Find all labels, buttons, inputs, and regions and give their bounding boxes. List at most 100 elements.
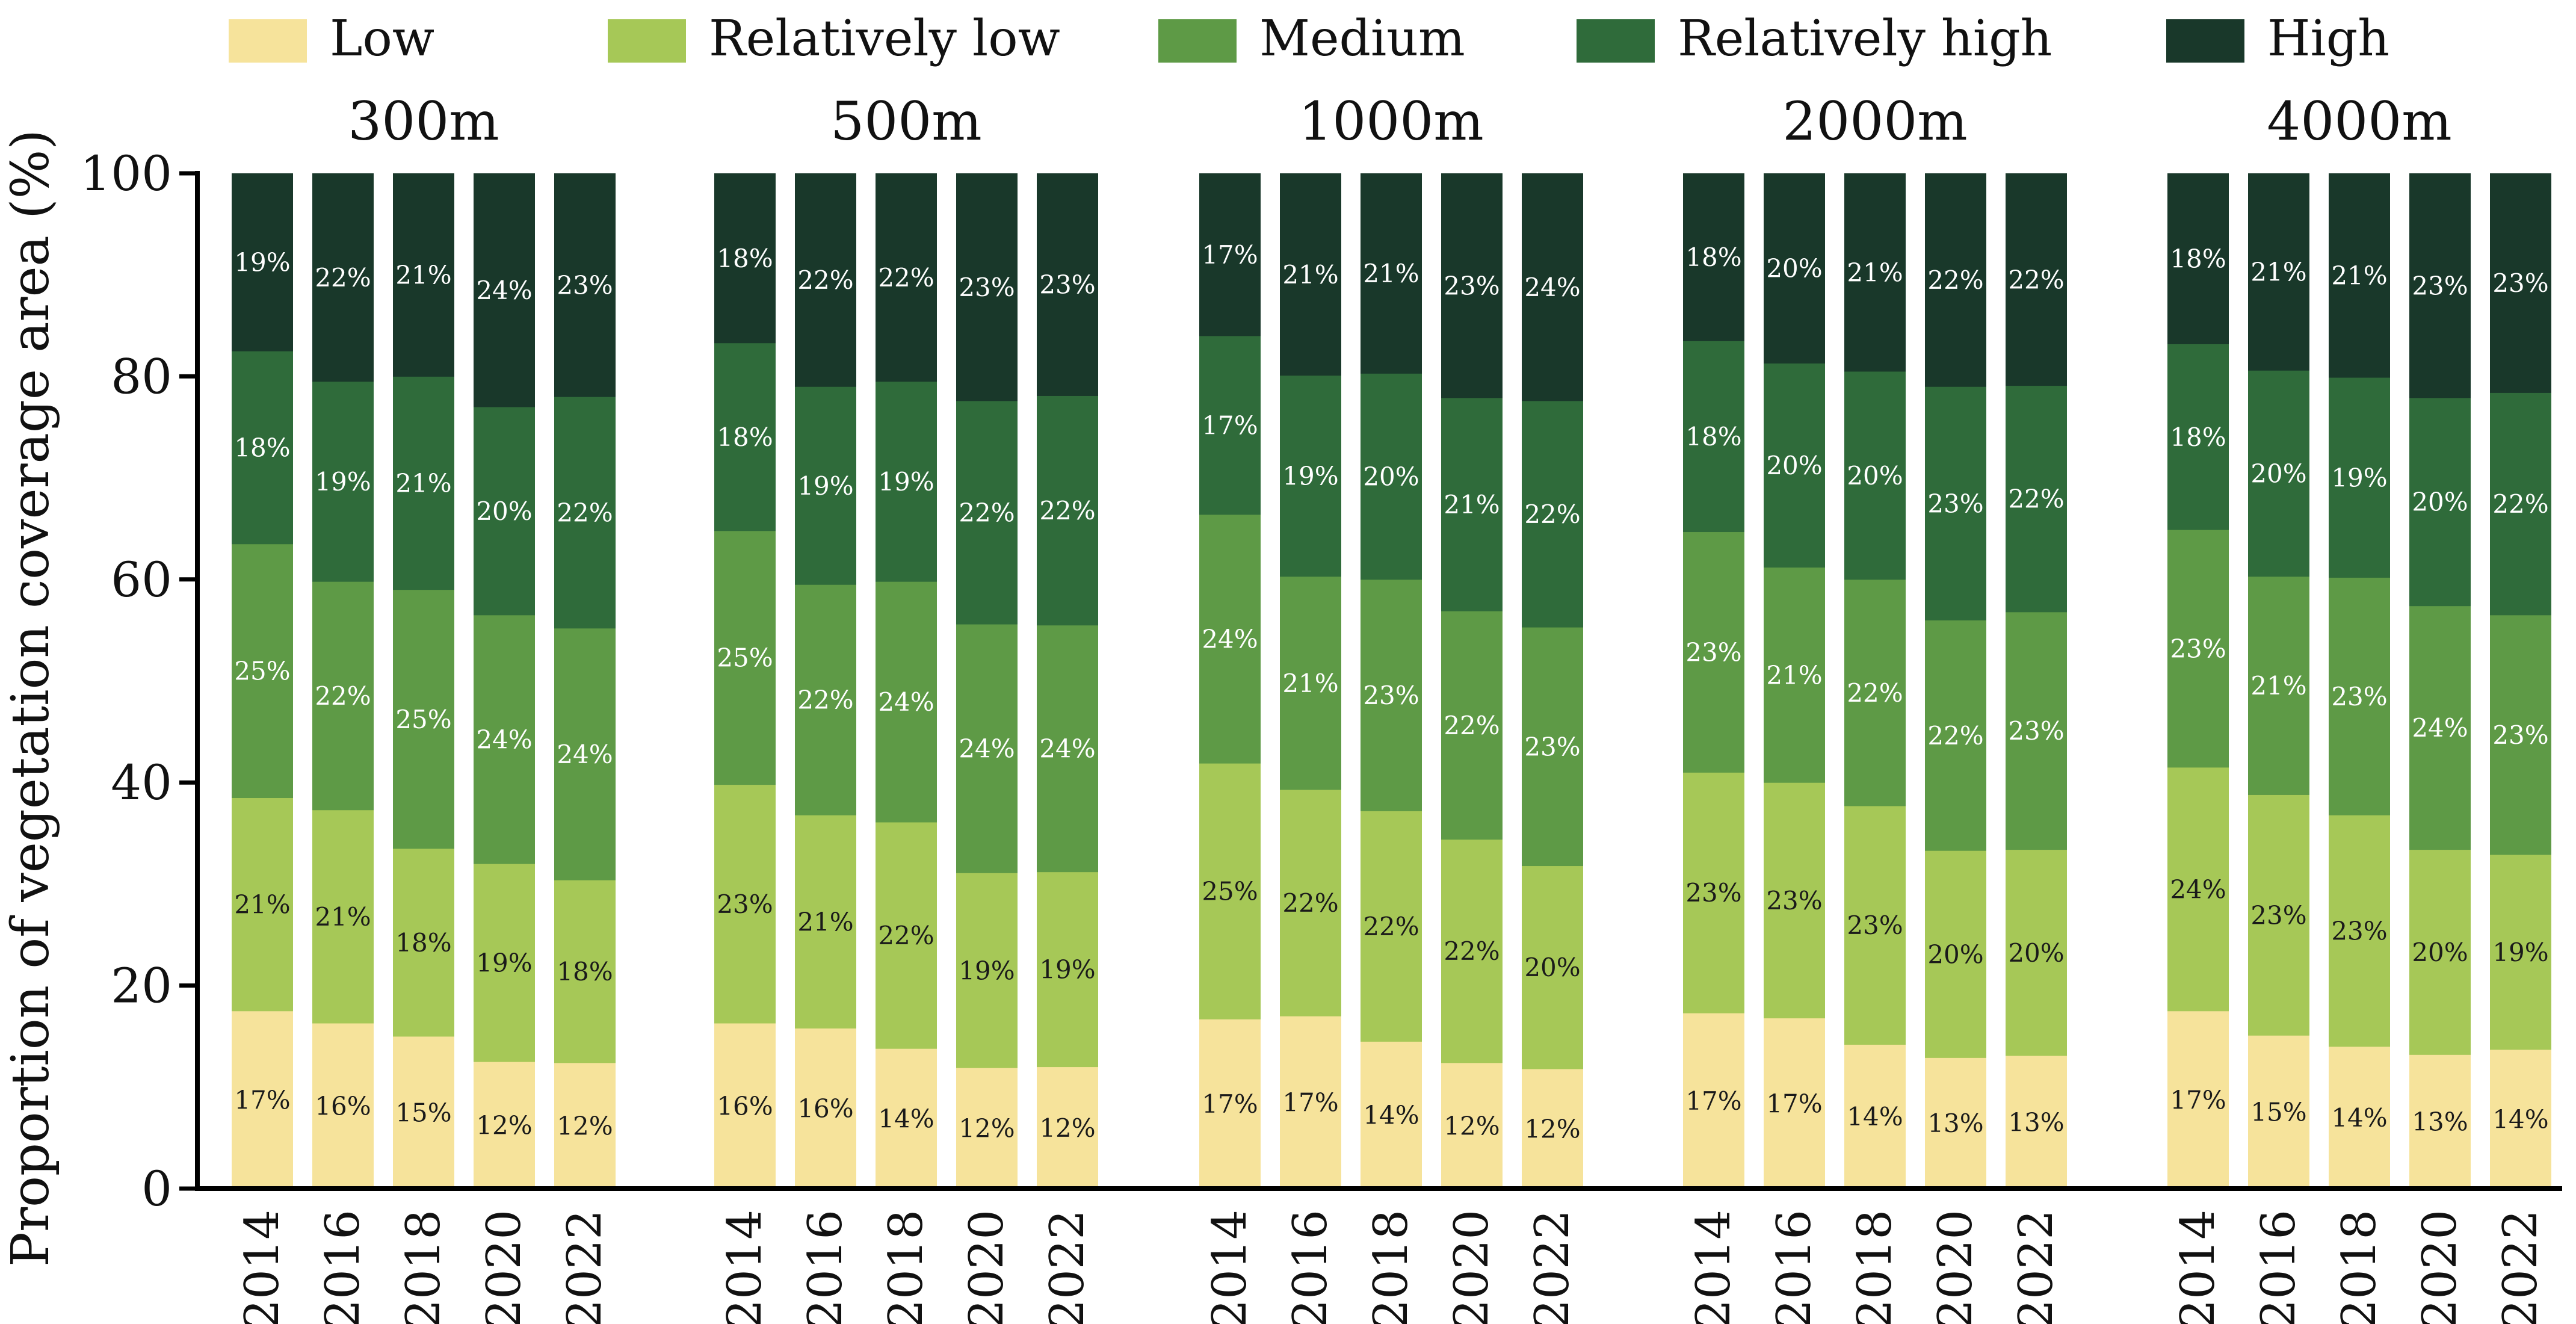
legend-label-high: High [2267,10,2389,67]
bar-label-300m-2022-medium: 24% [557,740,613,769]
x-tick-label-4000m-2016: 2016 [2252,1210,2306,1324]
bar-label-500m-2022-relatively-high: 22% [1039,496,1095,525]
panel-title-1000m: 1000m [1299,90,1483,152]
bar-label-2000m-2018-relatively-high: 20% [1847,461,1903,490]
bar-4000m-2022-relatively-high [2490,392,2551,616]
bar-1000m-2016-relatively-low [1280,790,1341,1016]
y-tick-label-80: 80 [111,348,172,404]
legend-swatch-relatively-low [608,19,686,63]
bar-label-500m-2018-relatively-low: 22% [878,921,934,950]
bar-4000m-2014-low [2167,1010,2229,1189]
bar-label-500m-2014-low: 16% [717,1092,773,1121]
bar-label-2000m-2014-high: 18% [1685,243,1741,272]
bar-4000m-2014-relatively-high [2167,344,2229,530]
bar-1000m-2018-low [1361,1041,1422,1189]
bar-label-2000m-2018-high: 21% [1847,258,1903,287]
bar-500m-2018-relatively-high [876,381,937,582]
bar-label-300m-2018-relatively-low: 18% [395,928,451,957]
bar-label-500m-2018-high: 22% [878,263,934,292]
bar-label-500m-2016-relatively-high: 19% [797,471,853,501]
bar-label-300m-2020-relatively-low: 19% [476,948,532,978]
bar-label-4000m-2022-relatively-low: 19% [2492,938,2548,967]
bar-label-2000m-2016-low: 17% [1766,1089,1822,1118]
bar-2000m-2020-medium [1925,620,1986,851]
bar-2000m-2016-high [1764,173,1825,363]
bar-4000m-2014-relatively-low [2167,767,2229,1012]
bar-500m-2018-low [876,1048,937,1189]
bar-4000m-2022-low [2490,1049,2551,1189]
bar-4000m-2016-high [2248,173,2309,371]
bar-label-1000m-2022-relatively-high: 22% [1524,500,1580,529]
x-tick-label-500m-2020: 2020 [960,1210,1014,1324]
bar-300m-2018-medium [393,589,454,849]
bar-label-1000m-2018-relatively-high: 20% [1363,462,1419,492]
bar-label-300m-2022-relatively-high: 22% [557,498,613,527]
bar-2000m-2020-relatively-low [1925,850,1986,1058]
bar-label-1000m-2020-low: 12% [1444,1111,1500,1140]
bar-label-4000m-2016-relatively-high: 20% [2250,459,2306,489]
bar-label-4000m-2022-low: 14% [2492,1104,2548,1134]
bar-1000m-2014-relatively-high [1199,335,1261,515]
bar-500m-2016-medium [795,584,856,815]
bar-label-4000m-2020-low: 13% [2412,1107,2468,1137]
bar-2000m-2014-relatively-low [1683,772,1744,1013]
bar-label-500m-2016-medium: 22% [797,685,853,715]
bar-label-2000m-2020-medium: 22% [1927,721,1983,750]
bar-2000m-2018-relatively-high [1844,371,1906,580]
bar-label-4000m-2016-high: 21% [2250,258,2306,287]
bar-4000m-2016-low [2248,1035,2309,1189]
bar-label-4000m-2014-relatively-high: 18% [2170,422,2226,452]
bar-label-4000m-2016-medium: 21% [2250,671,2306,701]
y-tick-label-20: 20 [111,958,172,1014]
bar-label-2000m-2016-relatively-low: 23% [1766,886,1822,915]
bar-300m-2014-relatively-low [232,797,293,1012]
bar-500m-2020-relatively-high [956,400,1018,625]
bar-label-500m-2020-relatively-high: 22% [959,498,1015,527]
bar-500m-2022-relatively-high [1037,395,1098,626]
bar-300m-2018-relatively-low [393,848,454,1037]
y-tick-label-40: 40 [111,755,172,811]
x-tick-labels: 2014 2016 2018 2020 2022 2014 2016 2018 2020 2022… [235,1210,2548,1324]
bar-label-1000m-2020-relatively-low: 22% [1444,936,1500,966]
bar-4000m-2020-relatively-low [2409,849,2471,1055]
x-tick-label-300m-2022: 2022 [558,1210,612,1324]
bar-1000m-2018-relatively-high [1361,373,1422,580]
x-tick-label-300m-2018: 2018 [397,1210,451,1324]
bar-label-2000m-2016-medium: 21% [1766,660,1822,690]
bar-label-1000m-2016-high: 21% [1282,260,1338,289]
bar-500m-2016-low [795,1028,856,1189]
bar-2000m-2020-high [1925,173,1986,387]
bar-label-1000m-2022-high: 24% [1524,273,1580,302]
bar-500m-2018-high [876,173,937,382]
x-tick-label-2000m-2020: 2020 [1929,1210,1983,1324]
bar-label-300m-2018-medium: 25% [395,705,451,734]
bar-label-300m-2014-high: 19% [234,248,290,277]
bar-label-4000m-2018-medium: 23% [2331,682,2387,711]
bar-2000m-2022-medium [2006,611,2067,850]
y-tick-label-100: 100 [80,146,172,202]
bar-label-500m-2018-relatively-high: 19% [878,467,934,496]
bar-1000m-2016-medium [1280,576,1341,790]
x-tick-label-500m-2022: 2022 [1040,1210,1095,1324]
bar-300m-2020-relatively-low [474,864,535,1062]
bar-label-4000m-2014-medium: 23% [2170,634,2226,664]
x-tick-label-1000m-2022: 2022 [1525,1210,1580,1324]
x-tick-label-4000m-2020: 2020 [2413,1210,2467,1324]
bar-label-500m-2020-high: 23% [959,273,1015,302]
bar-1000m-2014-low [1199,1019,1261,1189]
bar-label-2000m-2020-high: 22% [1927,265,1983,295]
bar-500m-2020-high [956,173,1018,401]
bar-300m-2022-relatively-high [554,397,616,629]
bar-label-500m-2014-high: 18% [717,244,773,273]
bar-label-500m-2020-low: 12% [959,1114,1015,1143]
legend-swatch-high [2166,19,2244,63]
bar-label-500m-2020-medium: 24% [959,734,1015,764]
bar-label-300m-2020-high: 24% [476,276,532,305]
bar-300m-2014-relatively-high [232,351,293,545]
bar-300m-2016-high [312,173,374,382]
bar-label-300m-2020-relatively-high: 20% [476,496,532,526]
bar-2000m-2016-medium [1764,567,1825,783]
x-tick-label-1000m-2014: 2014 [1203,1210,1257,1324]
x-tick-label-300m-2016: 2016 [316,1210,370,1324]
bar-300m-2020-medium [474,614,535,864]
